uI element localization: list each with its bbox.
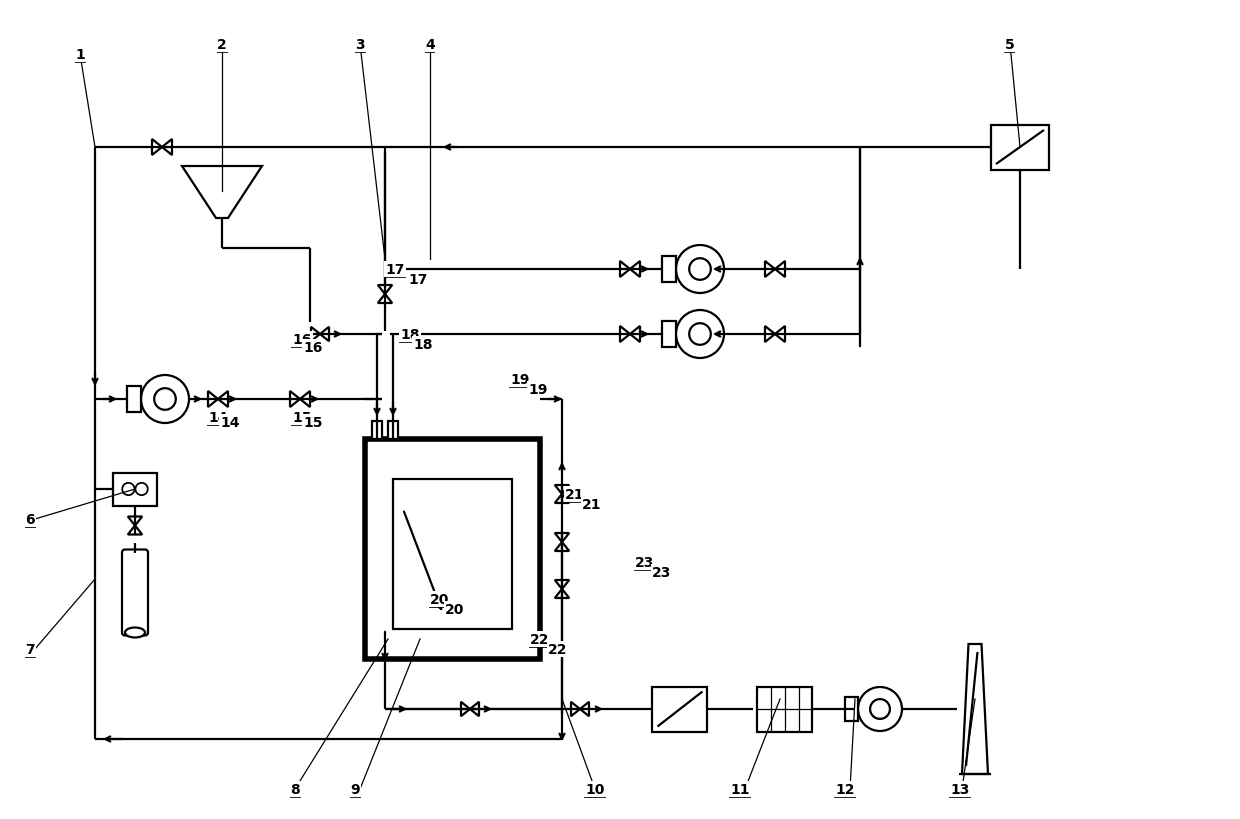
Text: 17: 17 (408, 273, 428, 287)
Polygon shape (208, 391, 218, 408)
Polygon shape (620, 327, 630, 342)
Text: 1: 1 (76, 48, 84, 62)
Polygon shape (153, 140, 162, 156)
Text: 16: 16 (293, 333, 311, 346)
Polygon shape (470, 702, 479, 717)
FancyBboxPatch shape (122, 550, 148, 636)
Bar (662, 256, 676, 283)
Polygon shape (580, 702, 589, 717)
Text: 7: 7 (25, 642, 35, 656)
Text: 20: 20 (430, 592, 450, 606)
Polygon shape (128, 517, 143, 526)
Bar (388, 422, 398, 440)
Text: 15: 15 (293, 410, 311, 424)
Circle shape (858, 687, 901, 731)
Text: 23: 23 (652, 565, 671, 579)
Text: 23: 23 (635, 555, 655, 569)
Text: 8: 8 (290, 782, 300, 796)
Text: 9: 9 (350, 782, 360, 796)
Text: 13: 13 (950, 782, 970, 796)
Text: 22: 22 (548, 642, 568, 656)
Bar (844, 697, 858, 722)
Text: 18: 18 (401, 328, 420, 342)
Text: 5: 5 (1006, 38, 1014, 52)
Text: 14: 14 (219, 415, 239, 429)
Polygon shape (620, 262, 630, 278)
Text: 15: 15 (303, 415, 322, 429)
Text: 21: 21 (565, 487, 585, 501)
Polygon shape (554, 542, 569, 551)
Polygon shape (300, 391, 310, 408)
Polygon shape (554, 486, 569, 495)
Polygon shape (162, 140, 172, 156)
Text: 11: 11 (730, 782, 750, 796)
Bar (113, 473, 157, 506)
Text: 18: 18 (413, 337, 433, 351)
Polygon shape (378, 295, 392, 304)
Text: 12: 12 (836, 782, 854, 796)
Polygon shape (775, 327, 785, 342)
Bar (365, 440, 539, 659)
Text: 21: 21 (582, 497, 601, 511)
Polygon shape (218, 391, 228, 408)
Polygon shape (311, 328, 320, 342)
Polygon shape (182, 167, 262, 219)
Polygon shape (554, 581, 569, 590)
Polygon shape (554, 533, 569, 542)
Text: 3: 3 (355, 38, 365, 52)
Text: 19: 19 (511, 373, 529, 387)
Polygon shape (554, 590, 569, 598)
Ellipse shape (125, 627, 145, 638)
Bar (662, 321, 676, 348)
Text: 6: 6 (25, 513, 35, 527)
Bar (652, 686, 708, 731)
Polygon shape (461, 702, 470, 717)
Text: 10: 10 (585, 782, 605, 796)
Text: 4: 4 (425, 38, 435, 52)
Bar (393, 479, 512, 629)
Text: 20: 20 (445, 602, 464, 616)
Text: 14: 14 (208, 410, 228, 424)
Polygon shape (290, 391, 300, 408)
Bar (126, 387, 141, 413)
Text: 22: 22 (531, 632, 549, 646)
Text: 16: 16 (303, 341, 322, 355)
Polygon shape (962, 645, 988, 774)
Circle shape (676, 246, 724, 294)
Polygon shape (630, 327, 640, 342)
Polygon shape (378, 286, 392, 295)
Polygon shape (630, 262, 640, 278)
Polygon shape (554, 495, 569, 504)
Bar (758, 686, 812, 731)
Text: 17: 17 (386, 263, 404, 277)
Polygon shape (570, 702, 580, 717)
Text: 19: 19 (528, 382, 547, 396)
Polygon shape (765, 327, 775, 342)
Bar (991, 125, 1049, 170)
Circle shape (676, 310, 724, 359)
Text: 2: 2 (217, 38, 227, 52)
Circle shape (141, 376, 188, 423)
Polygon shape (765, 262, 775, 278)
Polygon shape (128, 526, 143, 535)
Polygon shape (775, 262, 785, 278)
Polygon shape (320, 328, 329, 342)
Bar (372, 422, 382, 440)
